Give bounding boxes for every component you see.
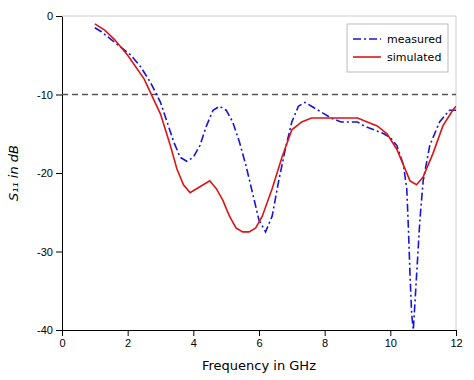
x-tick-mark (390, 330, 391, 336)
y-tick-mark (56, 173, 62, 174)
x-tick-label: 8 (322, 337, 328, 349)
y-tick-mark (56, 95, 62, 96)
x-tick: 6 (256, 330, 262, 349)
y-tick-label: -40 (37, 324, 53, 336)
legend-label: measured (387, 33, 442, 46)
x-axis-line (63, 331, 457, 337)
legend-item: measured (353, 33, 442, 46)
y-tick: -30 (37, 246, 62, 258)
x-tick-label: 6 (256, 337, 262, 349)
y-tick-label: -30 (37, 246, 53, 258)
frame (62, 16, 456, 17)
y-tick: -10 (37, 89, 62, 101)
x-tick: 12 (450, 330, 462, 349)
y-tick-mark (56, 330, 62, 331)
legend-item: simulated (353, 51, 441, 64)
reference-line (62, 94, 456, 96)
chart: 0 2 4 6 8 10 12 0 -10 -20 -30 -40 measured simulated F… (0, 0, 474, 380)
plot-area: 0 2 4 6 8 10 12 0 -10 -20 -30 -40 measured simulated (37, 10, 463, 349)
y-tick-mark (56, 16, 62, 17)
x-axis-title: Frequency in GHz (202, 358, 316, 373)
x-tick: 4 (191, 330, 197, 349)
x-tick-label: 2 (125, 337, 131, 349)
x-tick: 8 (322, 330, 328, 349)
x-tick-label: 4 (191, 337, 197, 349)
legend-swatch (353, 56, 381, 58)
x-tick-mark (325, 330, 326, 336)
series-line (95, 24, 456, 232)
legend-label: simulated (387, 51, 441, 64)
x-tick-mark (128, 330, 129, 336)
x-tick-label: 0 (59, 337, 65, 349)
legend-box (347, 24, 448, 72)
x-tick-mark (259, 330, 260, 336)
y-tick: -40 (37, 324, 62, 336)
y-tick: -20 (37, 167, 62, 179)
x-tick-mark (456, 330, 457, 336)
marks (62, 24, 456, 330)
y-axis-title: S₁₁ in dB (6, 145, 21, 201)
x-tick-mark (193, 330, 194, 336)
legend: measured simulated (347, 24, 448, 72)
legend-swatch (353, 38, 381, 40)
y-axis: 0 -10 -20 -30 -40 (37, 10, 62, 336)
x-tick-label: 10 (385, 337, 397, 349)
y-tick-label: 0 (47, 10, 53, 22)
y-tick-label: -20 (37, 167, 53, 179)
y-tick-mark (56, 252, 62, 253)
x-tick: 0 (59, 330, 65, 349)
x-tick: 10 (385, 330, 397, 349)
y-tick: 0 (47, 10, 62, 22)
x-tick: 2 (125, 330, 131, 349)
frame (456, 16, 457, 330)
x-tick-label: 12 (450, 337, 462, 349)
y-axis-line (56, 17, 63, 331)
y-tick-label: -10 (37, 89, 53, 101)
x-axis: 0 2 4 6 8 10 12 (59, 330, 462, 349)
